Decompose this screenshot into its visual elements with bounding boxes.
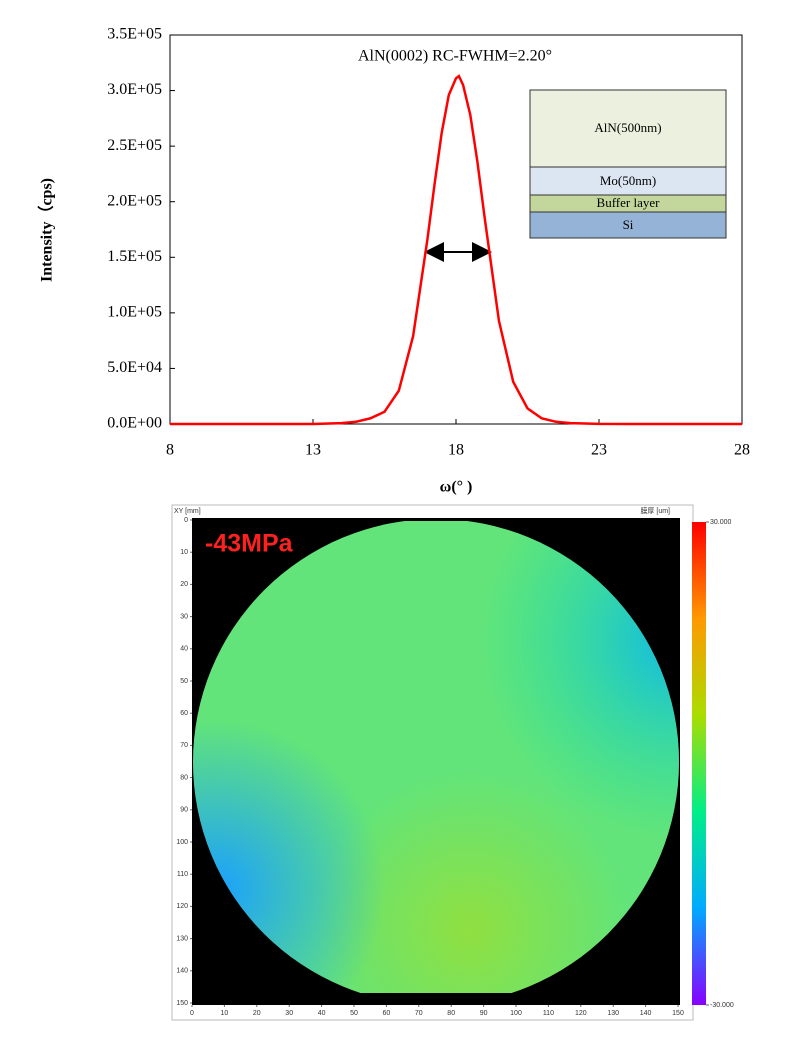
y-tick-label: 80 [180,774,188,781]
y-tick-label: 1.5E+05 [107,248,162,265]
y-tick-label: 120 [176,903,188,910]
y-tick-label: 70 [180,742,188,749]
y-tick-label: 2.0E+05 [107,192,162,209]
x-tick-label: 18 [448,442,464,459]
colorbar [692,522,706,1005]
y-tick-label: 5.0E+04 [107,359,162,376]
x-tick-label: 50 [350,1010,358,1017]
x-tick-label: 130 [607,1010,619,1017]
y-tick-label: 100 [176,839,188,846]
y-tick-label: 50 [180,678,188,685]
colorbar-tick-label: -30.000 [710,1002,734,1009]
layer [529,166,727,196]
x-tick-label: 150 [672,1010,684,1017]
layer-label: Buffer layer [597,195,661,210]
layer [529,211,727,239]
curve [170,74,742,426]
x-tick-label: 8 [166,442,174,459]
y-tick-label: 10 [180,549,188,556]
y-tick-label: 0.0E+00 [107,415,162,432]
wafer [193,521,679,993]
y-tick-label: 40 [180,646,188,653]
x-axis-label: ω(° ) [440,479,473,496]
x-tick-label: 90 [480,1010,488,1017]
y-tick-label: 2.5E+05 [107,137,162,154]
y-tick-label: 60 [180,710,188,717]
x-tick-label: 40 [318,1010,326,1017]
y-tick-label: 140 [176,968,188,975]
layer-label: AlN(500nm) [594,120,661,135]
x-tick-label: 110 [543,1010,554,1017]
x-tick-label: 120 [575,1010,587,1017]
layer-label: Mo(50nm) [600,173,656,188]
y-tick-label: 110 [177,871,188,878]
x-tick-label: 10 [221,1010,229,1017]
x-tick-label: 60 [383,1010,391,1017]
map-title: XY [mm] [174,508,201,515]
y-tick-label: 1.0E+05 [107,304,162,321]
x-tick-label: 70 [415,1010,423,1017]
y-tick-label: 3.5E+05 [107,26,162,43]
y-tick-label: 150 [176,1000,188,1007]
colorbar-label: 膜厚 [um] [640,506,670,515]
layer [529,89,727,168]
y-tick-label: 30 [180,613,188,620]
x-tick-label: 13 [305,442,321,459]
x-tick-label: 23 [591,442,607,459]
x-tick-label: 28 [734,442,750,459]
x-tick-label: 100 [510,1010,522,1017]
layer-inset: AlN(500nm) Mo(50nm) Buffer layer Si [529,89,727,239]
x-tick-label: 80 [447,1010,455,1017]
y-axis-label: Intensity（cps) [38,178,56,282]
x-tick-label: 30 [285,1010,293,1017]
stress-annotation: -43MPa [205,530,294,558]
y-tick-label: 130 [176,935,188,942]
layer-label: Si [623,217,634,232]
x-tick-label: 20 [253,1010,261,1017]
y-tick-label: 20 [180,581,188,588]
x-tick-label: 140 [640,1010,652,1017]
y-tick-label: 3.0E+05 [107,81,162,98]
y-tick-label: 90 [180,807,188,814]
chart-title: AlN(0002) RC-FWHM=2.20° [358,48,552,65]
x-tick-label: 0 [190,1010,194,1017]
wafer-shade [193,521,679,993]
colorbar-tick-label: 30.000 [710,519,732,526]
y-tick-label: 0 [184,517,188,524]
